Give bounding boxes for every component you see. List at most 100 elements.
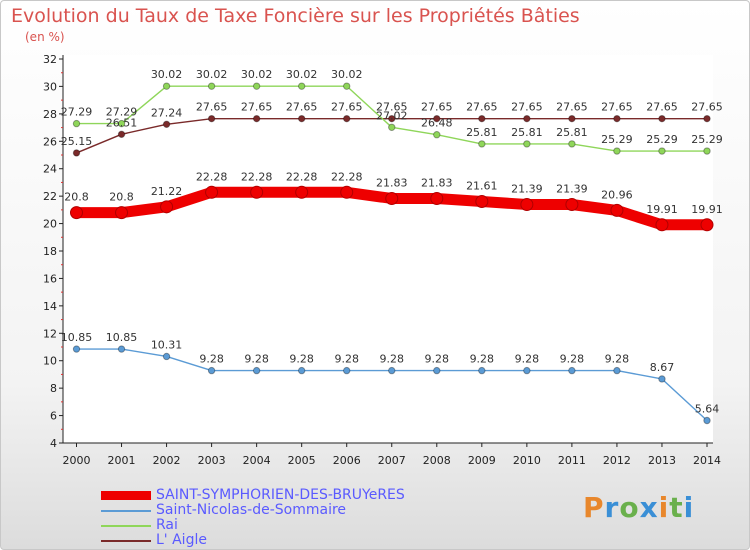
data-point (115, 206, 129, 220)
data-label: 25.81 (511, 126, 543, 139)
y-tick-label: 28 (43, 108, 57, 121)
data-point (523, 114, 531, 123)
data-label: 27.65 (691, 101, 723, 114)
data-point (207, 82, 216, 90)
data-point (340, 185, 354, 199)
data-label: 25.81 (556, 126, 588, 139)
data-point (388, 366, 396, 375)
data-point (117, 119, 126, 128)
x-tick-label: 2013 (648, 454, 676, 467)
data-point (658, 114, 666, 123)
data-point (162, 82, 171, 90)
logo-letter: o (619, 491, 640, 524)
data-point (703, 416, 711, 425)
data-label: 27.65 (646, 101, 678, 114)
data-label: 21.83 (421, 176, 453, 189)
data-label: 26.51 (106, 116, 138, 129)
data-label: 22.28 (286, 170, 318, 183)
y-tick-label: 18 (43, 245, 57, 258)
data-label: 30.02 (196, 68, 228, 81)
data-point (207, 114, 216, 123)
chart-subtitle: (en %) (25, 30, 65, 44)
legend-swatch-saint-symphorien (101, 491, 151, 500)
y-tick-label: 6 (50, 410, 57, 423)
data-label: 27.65 (376, 101, 408, 114)
data-point (252, 114, 261, 123)
data-point (297, 114, 306, 123)
data-label: 9.28 (605, 353, 630, 366)
data-label: 19.91 (646, 203, 678, 216)
y-tick-label: 14 (43, 300, 57, 313)
legend-label: Rai (156, 517, 178, 533)
data-point (568, 114, 576, 123)
data-label: 10.85 (61, 331, 93, 344)
y-tick-label: 22 (43, 190, 57, 203)
data-point (565, 198, 579, 212)
data-point (250, 185, 264, 199)
x-tick-label: 2010 (513, 454, 541, 467)
data-label: 9.28 (244, 353, 269, 366)
logo-letter: P (583, 491, 605, 524)
data-label: 27.65 (511, 101, 543, 114)
x-tick-label: 2004 (243, 454, 271, 467)
legend-label: L' Aigle (156, 532, 207, 548)
data-point (703, 114, 711, 123)
x-tick-label: 2005 (288, 454, 316, 467)
data-label: 30.02 (241, 68, 273, 81)
data-point (613, 147, 621, 155)
data-point (478, 366, 486, 375)
x-tick-label: 2012 (603, 454, 631, 467)
logo-letter: r (604, 491, 620, 524)
data-label: 27.65 (196, 101, 228, 114)
data-point (252, 366, 261, 375)
data-point (162, 120, 171, 128)
logo-letter: i (658, 491, 670, 524)
data-point (523, 140, 531, 148)
data-label: 10.31 (151, 338, 183, 351)
x-tick-label: 2008 (423, 454, 451, 467)
y-tick-label: 24 (43, 163, 57, 176)
data-point (568, 140, 576, 148)
x-tick-label: 2009 (468, 454, 496, 467)
data-label: 27.65 (286, 101, 318, 114)
chart-title: Evolution du Taux de Taxe Foncière sur l… (11, 5, 580, 27)
data-point (252, 82, 261, 90)
data-point (343, 114, 351, 123)
y-tick-label: 4 (50, 437, 57, 450)
data-point (117, 130, 126, 138)
data-label: 22.28 (241, 170, 273, 183)
data-label: 27.65 (331, 101, 363, 114)
legend-swatch-saint-nicolas (101, 510, 151, 512)
proxiti-logo: Proxiti (583, 491, 694, 524)
data-point (703, 147, 711, 155)
data-point (388, 114, 396, 123)
plot-area (63, 55, 713, 443)
data-point (613, 114, 621, 123)
data-point (205, 185, 219, 199)
data-point (162, 352, 171, 361)
data-label: 30.02 (151, 68, 183, 81)
data-label: 21.39 (511, 183, 543, 196)
data-label: 9.28 (380, 353, 405, 366)
y-tick-label: 16 (43, 272, 57, 285)
data-label: 9.28 (470, 353, 495, 366)
data-point (520, 198, 534, 212)
legend-swatch-l-aigle (101, 540, 151, 542)
data-label: 21.61 (466, 179, 498, 192)
data-label: 26.48 (421, 117, 453, 130)
data-label: 22.28 (331, 170, 363, 183)
data-point (117, 345, 126, 353)
data-point (610, 203, 624, 217)
data-label: 20.8 (64, 191, 89, 204)
data-point (700, 218, 714, 232)
data-label: 9.28 (515, 353, 540, 366)
data-label: 30.02 (286, 68, 318, 81)
data-label: 20.96 (601, 188, 633, 201)
data-point (523, 366, 531, 375)
data-label: 27.65 (421, 101, 453, 114)
data-point (478, 114, 486, 123)
legend-swatch-rai (101, 525, 151, 527)
data-label: 9.28 (425, 353, 450, 366)
data-point (613, 366, 621, 375)
data-point (658, 147, 666, 155)
